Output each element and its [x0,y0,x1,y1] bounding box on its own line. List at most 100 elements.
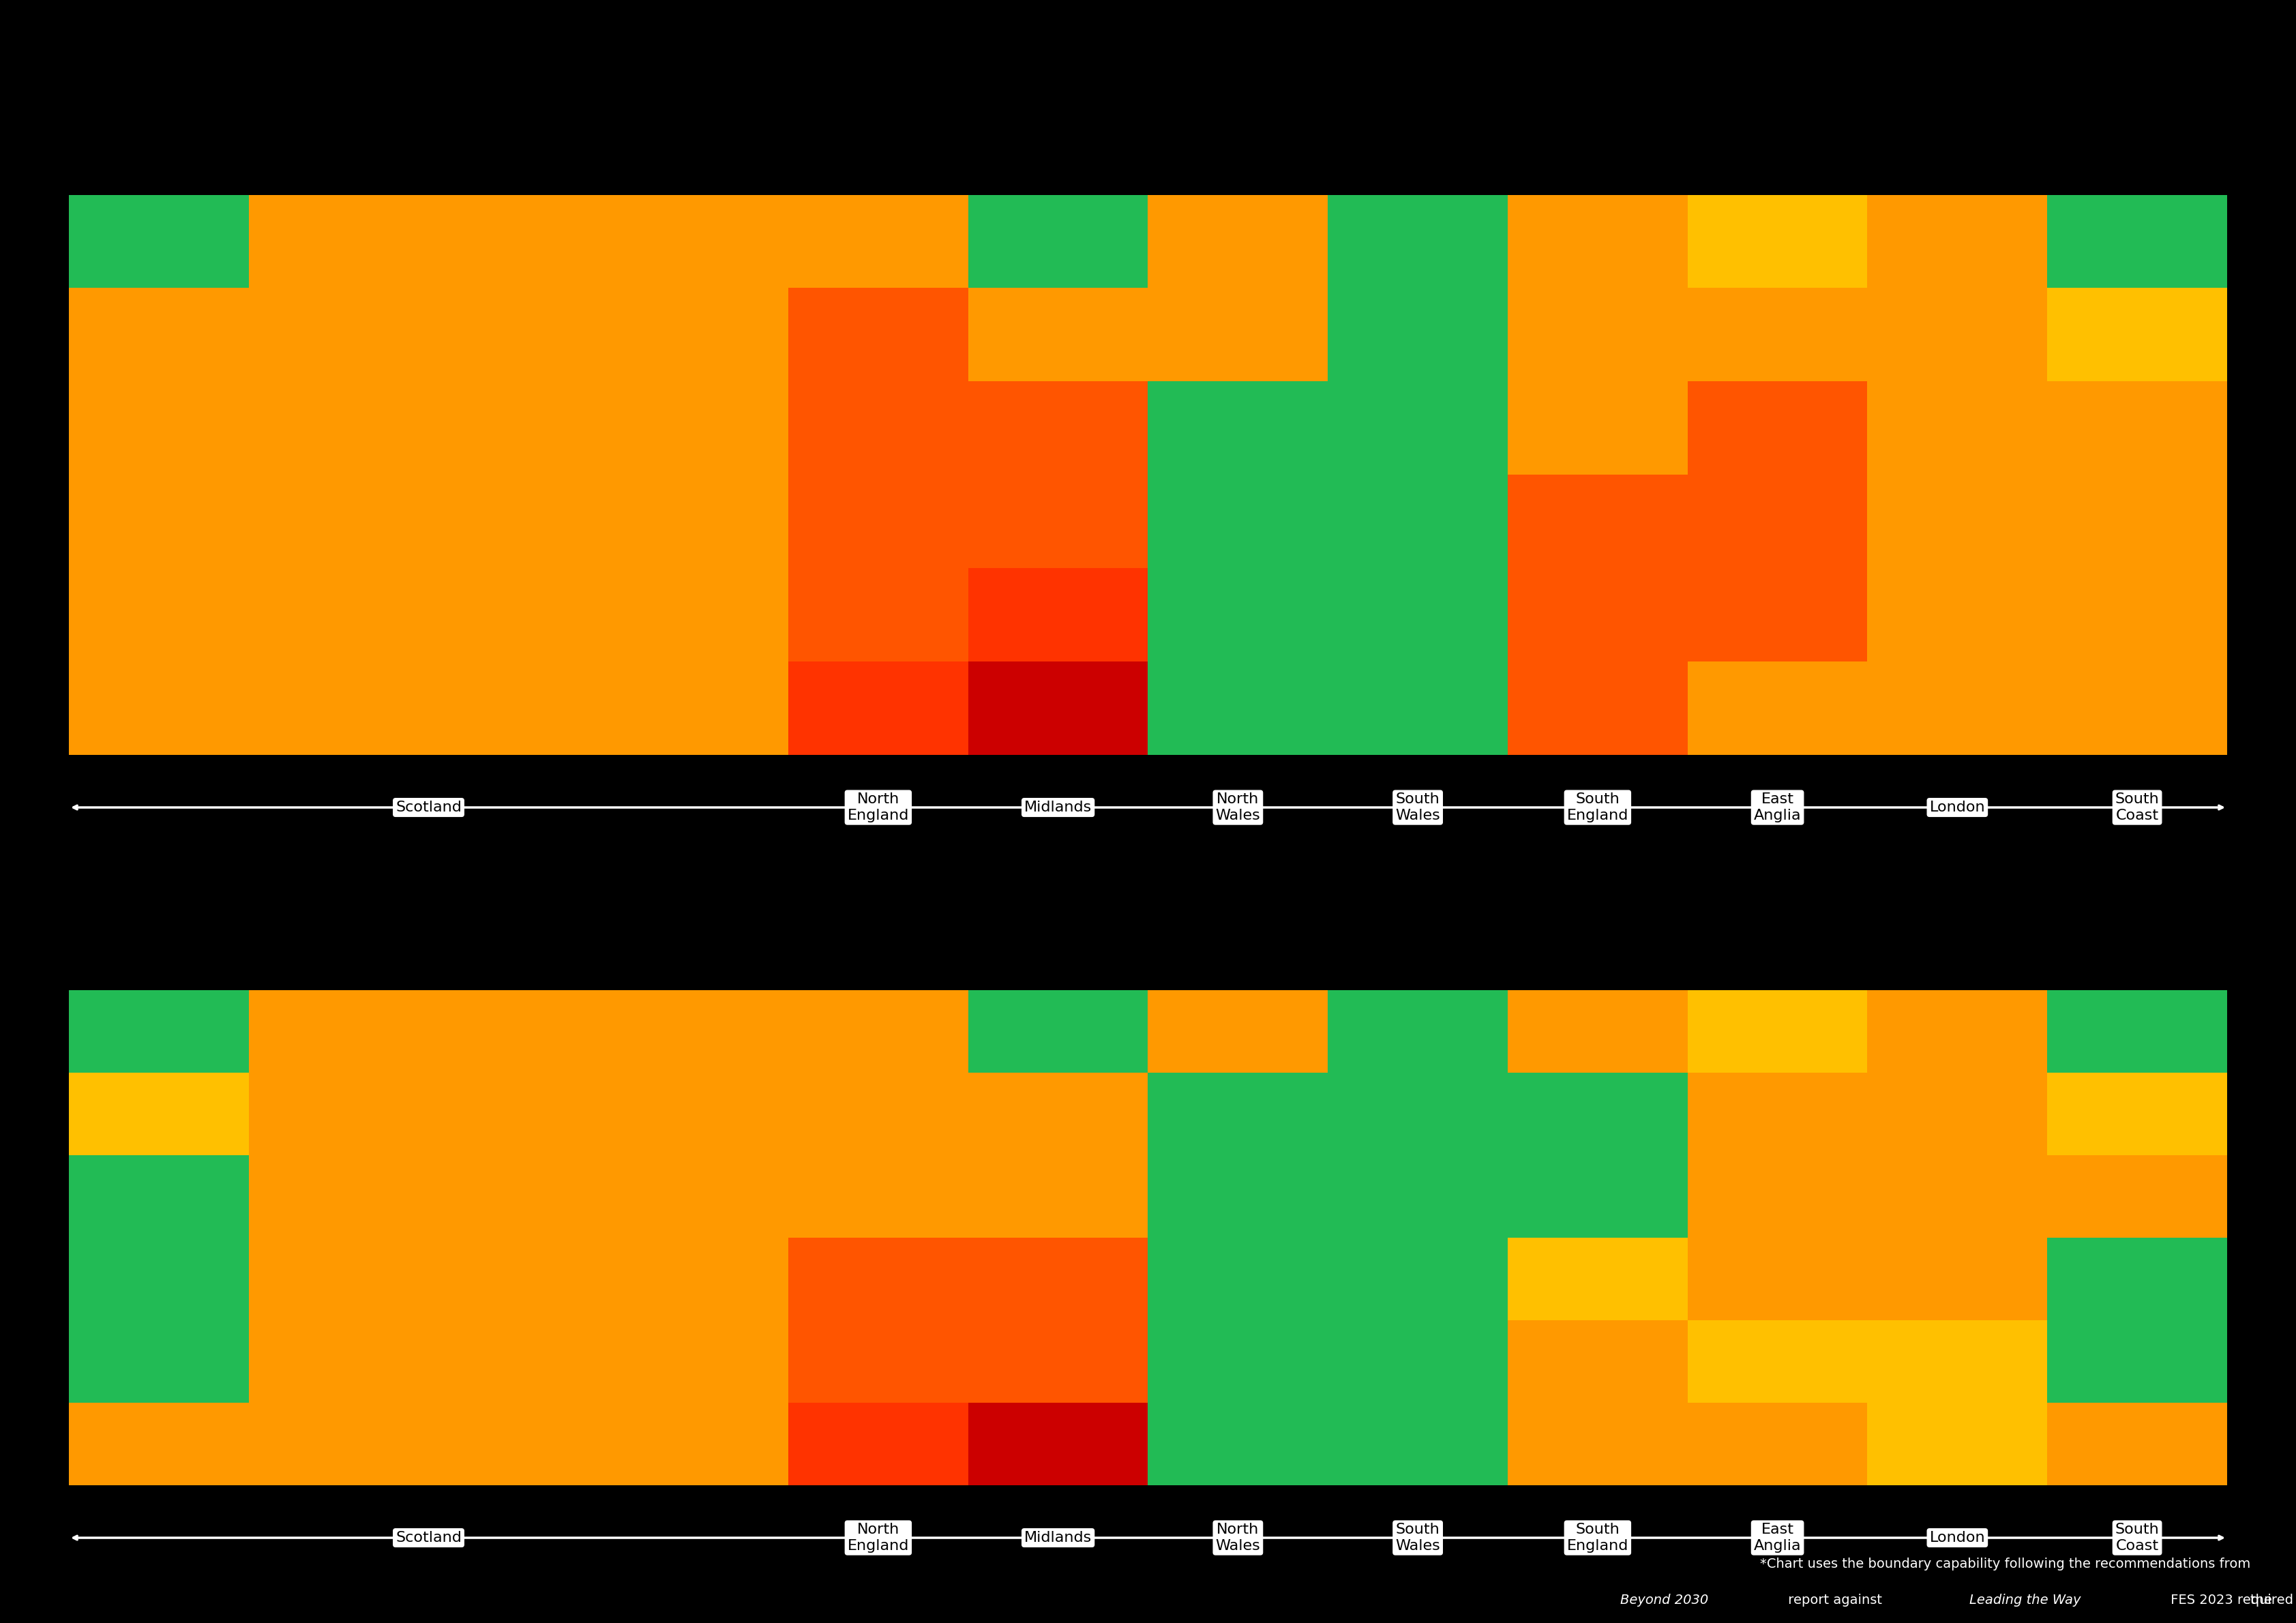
Text: Excess flows beyond boundary capability: Excess flows beyond boundary capability [149,911,664,933]
Text: the: the [2250,1594,2278,1607]
Bar [248,381,429,474]
Bar [608,381,788,474]
Bar [1867,1073,2048,1156]
Bar [788,1402,969,1485]
Bar [1508,1402,1688,1485]
Text: South
Coast: South Coast [2115,1522,2158,1553]
Bar [1148,1237,1327,1319]
Bar [1148,1156,1327,1237]
Bar [69,1237,248,1319]
Bar [608,474,788,568]
Bar [429,1402,608,1485]
Text: London: London [1929,800,1986,815]
Bar [1867,1402,2048,1485]
Bar [969,1237,1148,1319]
Bar [969,289,1148,381]
Bar [969,1073,1148,1156]
Bar [69,1156,248,1237]
Bar [1508,1237,1688,1319]
Text: report against: report against [1784,1594,1885,1607]
Text: North
England: North England [847,1522,909,1553]
Bar [2048,381,2227,474]
Text: South
Wales: South Wales [1396,1522,1440,1553]
Bar [608,662,788,755]
Bar [969,474,1148,568]
Bar [69,1402,248,1485]
Bar [1867,381,2048,474]
Text: to reinforce the system: to reinforce the system [1807,102,2103,127]
Bar [1327,1402,1508,1485]
Bar [1327,662,1508,755]
Bar [608,289,788,381]
Bar [1148,289,1327,381]
Text: South
Wales: South Wales [1396,792,1440,823]
Bar [788,1073,969,1156]
Bar [1327,568,1508,662]
Text: *Chart uses the boundary capability following the recommendations from: *Chart uses the boundary capability foll… [1761,1558,2250,1569]
Bar [69,568,248,662]
Bar [1148,1073,1327,1156]
Bar [2048,990,2227,1073]
Bar [429,568,608,662]
Bar [1508,195,1688,289]
Text: North
Wales: North Wales [1215,792,1261,823]
Bar [1508,474,1688,568]
Bar [1867,990,2048,1073]
Bar [429,662,608,755]
Bar [248,1319,429,1402]
Bar [969,568,1148,662]
Text: South
Coast: South Coast [2115,792,2158,823]
Bar [1688,474,1867,568]
Bar [1688,289,1867,381]
Text: London: London [1929,1530,1986,1545]
Bar [1327,1073,1508,1156]
Bar [69,195,248,289]
Bar [969,195,1148,289]
Bar [2048,1319,2227,1402]
Bar [969,381,1148,474]
Bar [1508,990,1688,1073]
Bar [429,289,608,381]
Text: with the Beyond 2030 report’s recommended options applied*: with the Beyond 2030 report’s recommende… [1339,911,2206,933]
Bar [788,1156,969,1237]
Bar [248,474,429,568]
Bar [969,662,1148,755]
Bar [788,568,969,662]
Bar [69,662,248,755]
Bar [608,1073,788,1156]
Bar [788,662,969,755]
Bar [248,990,429,1073]
Bar [1148,990,1327,1073]
Bar [1688,1319,1867,1402]
Bar [1148,1319,1327,1402]
Bar [69,474,248,568]
Bar [1148,381,1327,474]
Bar [1867,568,2048,662]
Bar [2048,1156,2227,1237]
Bar [788,1237,969,1319]
Bar [1688,662,1867,755]
Bar [1508,1319,1688,1402]
Text: Scotland: Scotland [395,800,461,815]
Bar [1508,289,1688,381]
Bar [1867,1319,2048,1402]
Bar [1327,1319,1508,1402]
Bar [1688,381,1867,474]
Text: South
England: South England [1566,1522,1628,1553]
Text: Leading the Way: Leading the Way [1970,1594,2080,1607]
Bar [429,195,608,289]
Bar [969,990,1148,1073]
Bar [248,289,429,381]
Bar [1867,662,2048,755]
Bar [429,1073,608,1156]
Bar [1508,381,1688,474]
Bar [608,195,788,289]
Bar [1508,1073,1688,1156]
Bar [1688,1156,1867,1237]
Bar [248,1073,429,1156]
Bar [2048,289,2227,381]
Bar [1688,1402,1867,1485]
Bar [1327,1237,1508,1319]
Bar [788,381,969,474]
Bar [608,1237,788,1319]
